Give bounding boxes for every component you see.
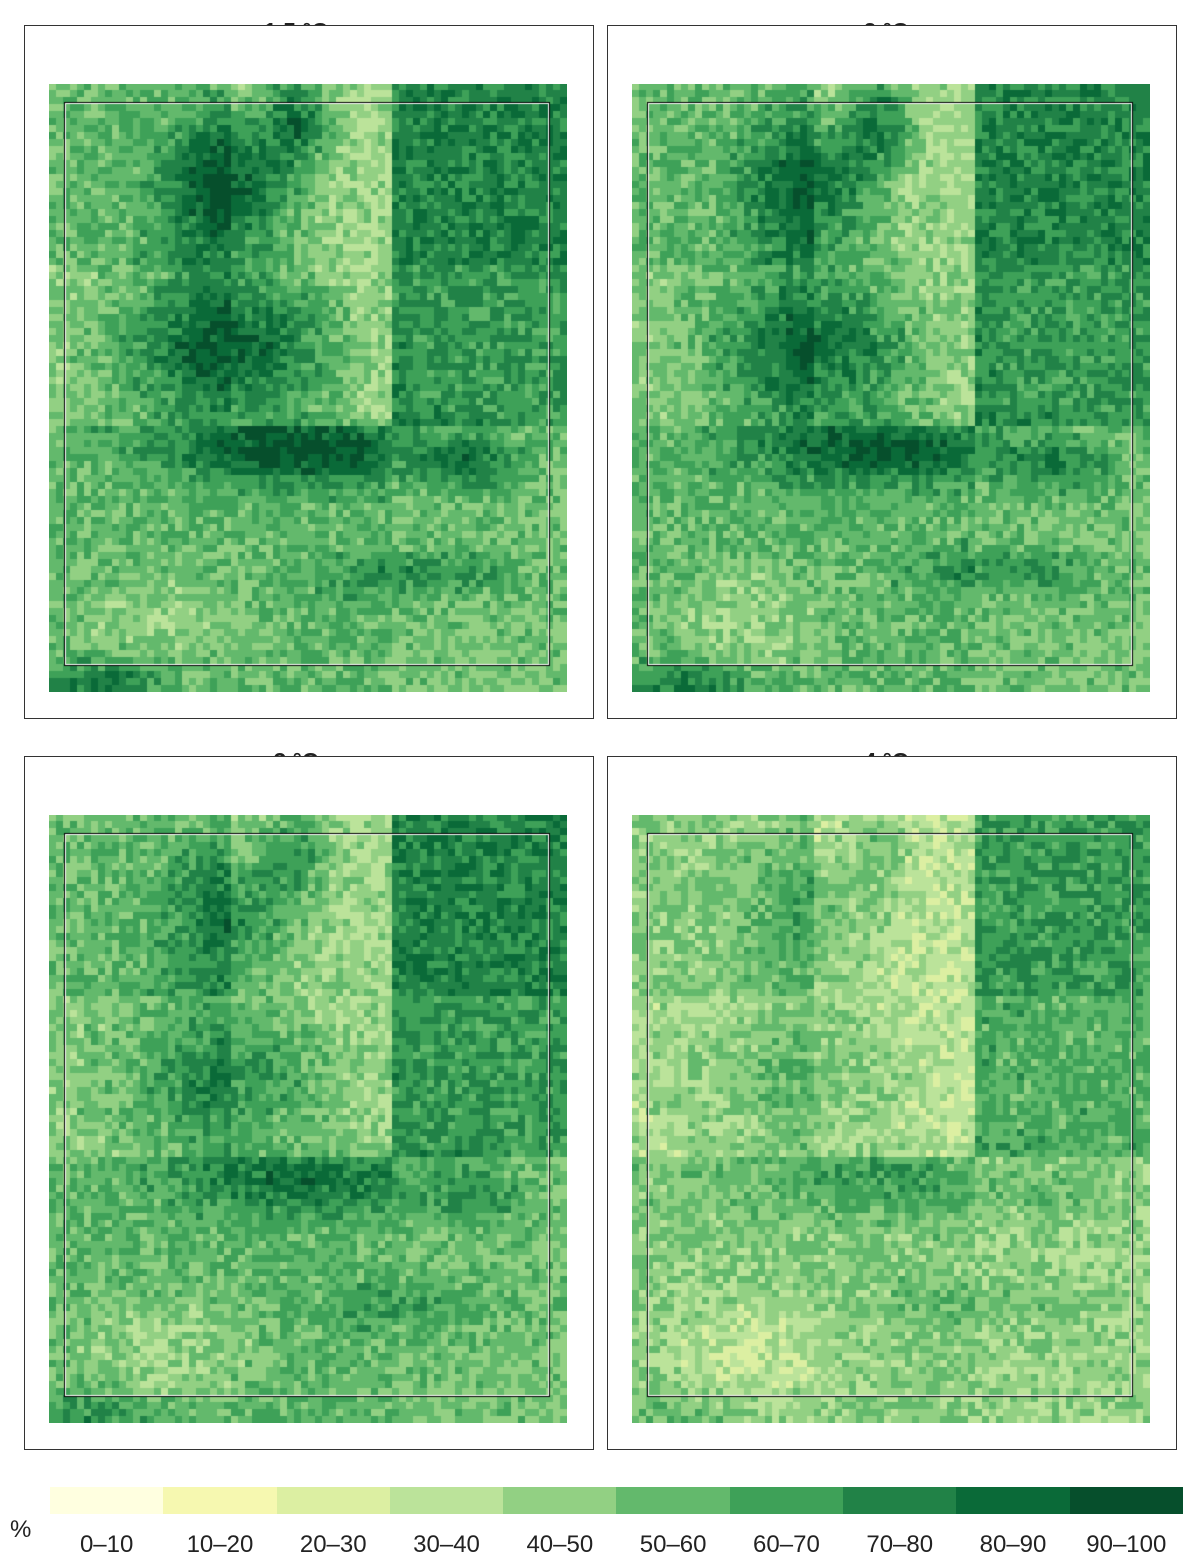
legend-unit: % [10,1516,32,1543]
legend-swatch-4 [389,1487,504,1514]
map-panel-1 [24,25,594,719]
legend-swatch-5 [503,1487,617,1514]
legend-colorbar [50,1487,1183,1514]
map-panel-4 [607,756,1177,1450]
legend-swatch-9 [956,1487,1070,1514]
legend-label-4: 30–40 [413,1531,480,1558]
legend-label-3: 20–30 [299,1531,367,1558]
legend-label-2: 10–20 [186,1531,254,1558]
legend-swatch-1 [50,1487,164,1514]
legend-label-8: 70–80 [866,1531,934,1558]
legend-labels: 0–10 10–20 20–30 30–40 40–50 50–60 60–70 70–80 8… [50,1530,1183,1560]
legend-label-6: 50–60 [639,1531,707,1558]
legend-label-1: 0–10 [79,1531,134,1558]
probability-map-3 [49,815,567,1423]
probability-map-2 [632,84,1150,692]
legend-swatch-7 [729,1487,844,1514]
legend-swatch-2 [163,1487,277,1514]
legend-label-10: 90–100 [1086,1531,1167,1558]
legend-label-7: 60–70 [753,1531,820,1558]
legend-swatch-10 [1069,1487,1183,1514]
legend-label-9: 80–90 [979,1531,1047,1558]
map-panel-2 [607,25,1177,719]
legend-label-5: 40–50 [526,1531,594,1558]
probability-map-4 [632,815,1150,1423]
legend-swatch-6 [616,1487,730,1514]
legend-swatch-3 [276,1487,390,1514]
legend-swatch-8 [843,1487,957,1514]
probability-map-1 [49,84,567,692]
map-panel-3 [24,756,594,1450]
